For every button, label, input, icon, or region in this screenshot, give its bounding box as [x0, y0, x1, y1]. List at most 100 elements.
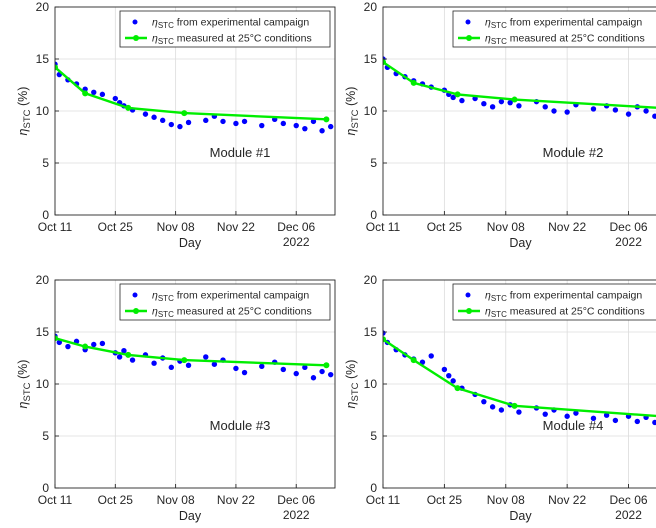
panel-4-x-tick-label-2: Nov 08: [487, 493, 525, 507]
panel-2-scatter-point-24: [612, 107, 619, 113]
panel-4-y-axis-title: ηSTC (%): [344, 360, 361, 409]
panel-4-measured-point-0: [383, 336, 386, 343]
panel-2-measured-point-1: [410, 79, 417, 86]
panel-3-measured-point-4: [323, 362, 330, 369]
panel-4-scatter-point-6: [428, 353, 434, 359]
panel-1-legend-marker-dot: [133, 35, 139, 41]
panel-1-module-label: Module #1: [210, 145, 271, 160]
panel-4-scatter-point-21: [573, 410, 579, 416]
panel-3-scatter-point-12: [151, 360, 157, 366]
panel-4-measured-point-3: [511, 402, 518, 409]
panel-1-measured-point-4: [323, 116, 330, 123]
panel-4-scatter-point-8: [446, 372, 452, 379]
panel-2-y-tick-label-2: 10: [364, 104, 378, 118]
panel-1-scatter-point-27: [310, 118, 317, 125]
panel-3-scatter-point-27: [310, 375, 317, 381]
panel-4-legend-label-1: ηSTC measured at 25°C conditions: [485, 306, 645, 320]
panel-1-y-tick-label-1: 5: [42, 156, 49, 170]
panel-3-measured-point-1: [82, 343, 89, 350]
panel-3-scatter-point-25: [293, 370, 299, 377]
panel-3-y-tick-label-2: 10: [36, 377, 50, 391]
panel-1-measured-point-2: [125, 104, 132, 111]
panel-1-scatter-point-25: [293, 122, 299, 129]
panel-1-legend-box: [119, 10, 331, 48]
panel-3-y-tick-label-1: 5: [42, 429, 49, 443]
panel-4-x-tick-label-4: Dec 06: [610, 493, 648, 507]
panel-4-scatter-point-28: [652, 419, 656, 426]
panel-1-scatter-point-28: [319, 128, 325, 134]
panel-3-x-tick-label-4: Dec 06: [277, 493, 315, 507]
panel-2-scatter-point-15: [507, 99, 513, 106]
panel-1-x-tick-label-2: Nov 08: [157, 220, 195, 234]
panel-3-legend: ηSTC from experimental campaign ηSTC meas…: [119, 283, 331, 321]
panel-4-y-tick-label-2: 10: [364, 377, 378, 391]
panel-3-scatter-point-24: [280, 366, 287, 373]
panel-3-y-tick-label-4: 20: [36, 273, 50, 287]
panel-2-scatter-point-12: [481, 101, 487, 107]
panel-4-scatter-point-16: [516, 409, 522, 415]
panel-1-y-tick-label-0: 0: [42, 208, 49, 222]
panel-3-scatter-point-22: [259, 363, 265, 370]
panel-3-x-year-label: 2022: [283, 508, 310, 522]
panel-2-x-tick-label-4: Dec 06: [610, 220, 648, 234]
panel-1-scatter-point-7: [112, 95, 119, 102]
panel-2-scatter-point-13: [489, 104, 496, 110]
panel-3-scatter-point-1: [56, 339, 63, 346]
panel-1-y-tick-label-3: 15: [36, 52, 50, 66]
panel-3-scatter-point-21: [241, 369, 248, 376]
panel-4-measured-point-1: [410, 357, 417, 364]
panel-4-scatter-point-7: [441, 366, 448, 373]
panel-4-y-tick-label-3: 15: [364, 325, 378, 339]
panel-4-scatter-point-12: [481, 398, 487, 405]
panel-2-x-tick-label-1: Oct 25: [427, 220, 463, 234]
panel-4-scatter-point-14: [498, 407, 505, 413]
panel-4-y-tick-label-0: 0: [370, 481, 377, 495]
panel-2-scatter-point-22: [590, 106, 597, 112]
panel-1-scatter-point-16: [185, 119, 192, 126]
panel-4-scatter-point-20: [564, 413, 570, 419]
panel-1-scatter-point-22: [259, 122, 265, 129]
panel-3-scatter-point-28: [319, 368, 325, 375]
panel-3-module-label: Module #3: [210, 418, 271, 433]
panel-1-y-axis-title: ηSTC (%): [16, 87, 33, 136]
panel-1-scatter-point-20: [233, 120, 239, 127]
panel-3-series-layer: [55, 333, 334, 381]
panel-4-legend-label-0: ηSTC from experimental campaign: [485, 290, 642, 304]
panel-1-scatter-point-17: [203, 117, 209, 124]
panel-3-legend-box: [119, 283, 331, 321]
panel-3-scatter-point-2: [65, 343, 71, 350]
panel-2-x-tick-label-2: Nov 08: [487, 220, 525, 234]
panel-3-measured-point-3: [181, 357, 188, 364]
panel-1-measured-point-0: [55, 64, 58, 71]
panel-3-scatter-point-8: [116, 354, 123, 360]
panel-2-x-tick-label-3: Nov 22: [548, 220, 586, 234]
panel-2-measured-point-0: [383, 59, 386, 66]
panel-3-scatter-point-20: [233, 365, 239, 372]
panel-2-legend-box: [452, 10, 656, 48]
panel-2-scatter-point-9: [450, 94, 456, 101]
panel-1-x-year-label: 2022: [283, 235, 310, 249]
panel-3-legend-marker-scatter: [132, 292, 138, 298]
panel-3-x-tick-label-3: Nov 22: [217, 493, 255, 507]
panel-1: 0 5 10 15 20 Oct 11 Oct 25 Nov 08 Nov 22 Dec 0620…: [16, 0, 336, 250]
panel-4-x-tick-label-3: Nov 22: [548, 493, 586, 507]
panel-1-scatter-point-26: [302, 125, 308, 132]
panel-3-scatter-point-10: [129, 357, 136, 363]
panel-4-scatter-point-13: [489, 404, 496, 410]
panel-2: 0 5 10 15 20 Oct 11 Oct 25 Nov 08 Nov 22 Dec 0620…: [344, 0, 656, 250]
panel-2-y-tick-label-3: 15: [364, 52, 378, 66]
panel-4-y-tick-label-1: 5: [370, 429, 377, 443]
panel-1-scatter-point-19: [220, 118, 226, 125]
panel-1-scatter-point-11: [142, 111, 149, 117]
panel-1-x-tick-label-0: Oct 11: [38, 220, 73, 234]
panel-2-y-tick-label-0: 0: [370, 208, 377, 222]
panel-3-x-tick-label-0: Oct 11: [38, 493, 73, 507]
panel-1-y-tick-label-2: 10: [36, 104, 50, 118]
panel-2-scatter-point-27: [643, 108, 649, 114]
panel-1-legend: ηSTC from experimental campaign ηSTC meas…: [119, 10, 331, 48]
panel-2-measured-point-2: [454, 91, 461, 98]
panel-2-scatter-point-16: [516, 103, 522, 109]
panel-4-series-layer: [383, 330, 656, 426]
panel-2-scatter-point-18: [542, 104, 548, 110]
